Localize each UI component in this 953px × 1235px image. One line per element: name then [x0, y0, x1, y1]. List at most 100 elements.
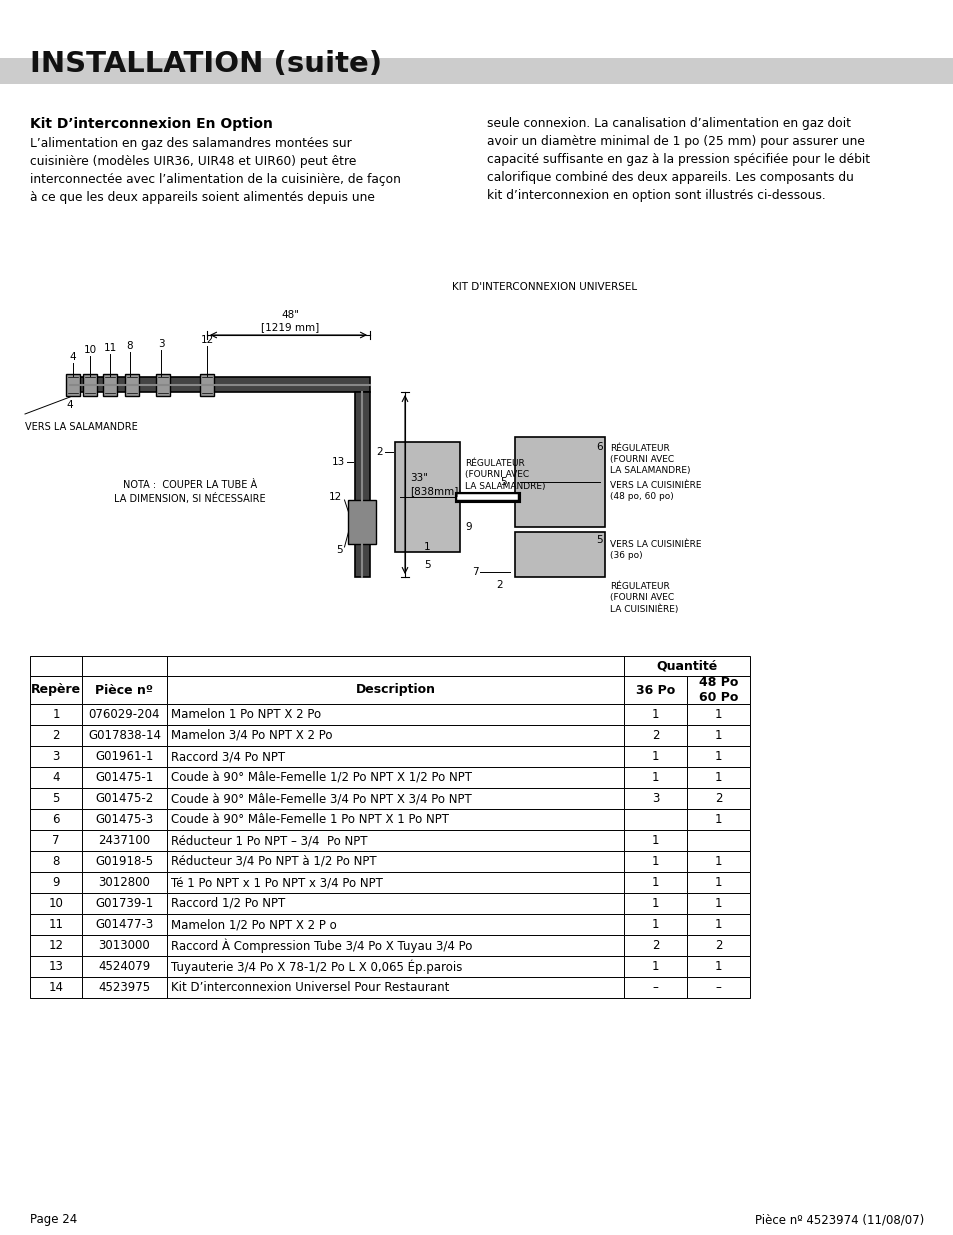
Text: 3012800: 3012800	[98, 876, 151, 889]
FancyBboxPatch shape	[30, 872, 82, 893]
Text: 4: 4	[67, 400, 73, 410]
FancyBboxPatch shape	[686, 788, 749, 809]
Text: Pièce nº: Pièce nº	[95, 683, 153, 697]
FancyBboxPatch shape	[686, 872, 749, 893]
FancyBboxPatch shape	[515, 437, 604, 527]
FancyBboxPatch shape	[686, 851, 749, 872]
FancyBboxPatch shape	[167, 656, 623, 676]
Text: G01477-3: G01477-3	[95, 918, 153, 931]
Text: G01918-5: G01918-5	[95, 855, 153, 868]
FancyBboxPatch shape	[30, 746, 82, 767]
FancyBboxPatch shape	[623, 830, 686, 851]
FancyBboxPatch shape	[82, 676, 167, 704]
FancyBboxPatch shape	[623, 656, 749, 676]
FancyBboxPatch shape	[355, 391, 370, 577]
FancyBboxPatch shape	[167, 935, 623, 956]
Text: Coude à 90° Mâle-Femelle 1/2 Po NPT X 1/2 Po NPT: Coude à 90° Mâle-Femelle 1/2 Po NPT X 1/…	[171, 771, 472, 784]
FancyBboxPatch shape	[66, 373, 80, 395]
FancyBboxPatch shape	[30, 704, 82, 725]
Text: 4524079: 4524079	[98, 960, 151, 973]
Text: 9: 9	[52, 876, 60, 889]
FancyBboxPatch shape	[82, 914, 167, 935]
FancyBboxPatch shape	[623, 809, 686, 830]
Text: 6: 6	[596, 442, 602, 452]
FancyBboxPatch shape	[623, 725, 686, 746]
Text: 10: 10	[49, 897, 63, 910]
Text: 13: 13	[49, 960, 63, 973]
Text: 9: 9	[464, 522, 471, 532]
Text: 1: 1	[651, 876, 659, 889]
Text: 1: 1	[424, 542, 431, 552]
Text: RÉGULATEUR
(FOURNI AVEC
LA SALAMANDRE): RÉGULATEUR (FOURNI AVEC LA SALAMANDRE)	[609, 443, 690, 475]
FancyBboxPatch shape	[30, 893, 82, 914]
Text: 2437100: 2437100	[98, 834, 151, 847]
FancyBboxPatch shape	[167, 676, 623, 704]
FancyBboxPatch shape	[82, 977, 167, 998]
Text: 1: 1	[52, 708, 60, 721]
Text: 076029-204: 076029-204	[89, 708, 160, 721]
Text: 3: 3	[651, 792, 659, 805]
Text: 11: 11	[49, 918, 64, 931]
Text: 1: 1	[714, 876, 721, 889]
Text: 2: 2	[714, 939, 721, 952]
Text: 2: 2	[497, 580, 503, 590]
FancyBboxPatch shape	[686, 704, 749, 725]
Text: Mamelon 3/4 Po NPT X 2 Po: Mamelon 3/4 Po NPT X 2 Po	[171, 729, 333, 742]
Text: 5: 5	[596, 535, 602, 545]
FancyBboxPatch shape	[623, 872, 686, 893]
FancyBboxPatch shape	[686, 977, 749, 998]
Text: 1: 1	[651, 918, 659, 931]
Text: 1: 1	[714, 918, 721, 931]
Text: 2: 2	[651, 939, 659, 952]
Text: 12: 12	[49, 939, 64, 952]
FancyBboxPatch shape	[167, 746, 623, 767]
FancyBboxPatch shape	[82, 788, 167, 809]
Text: Kit D’interconnexion En Option: Kit D’interconnexion En Option	[30, 117, 273, 131]
Text: L’alimentation en gaz des salamandres montées sur
cuisinière (modèles UIR36, UIR: L’alimentation en gaz des salamandres mo…	[30, 137, 400, 204]
Text: Tuyauterie 3/4 Po X 78-1/2 Po L X 0,065 Ép.parois: Tuyauterie 3/4 Po X 78-1/2 Po L X 0,065 …	[171, 960, 462, 973]
Text: 12: 12	[200, 335, 213, 345]
FancyBboxPatch shape	[70, 377, 370, 391]
Text: 1: 1	[714, 750, 721, 763]
Text: Raccord 1/2 Po NPT: Raccord 1/2 Po NPT	[171, 897, 285, 910]
Text: –: –	[715, 981, 720, 994]
Text: 2: 2	[714, 792, 721, 805]
Text: 1: 1	[651, 897, 659, 910]
Text: 5: 5	[335, 545, 342, 555]
Text: 48"
[1219 mm]: 48" [1219 mm]	[260, 310, 319, 332]
FancyBboxPatch shape	[623, 676, 686, 704]
FancyBboxPatch shape	[82, 767, 167, 788]
FancyBboxPatch shape	[686, 725, 749, 746]
FancyBboxPatch shape	[623, 935, 686, 956]
Text: RÉGULATEUR
(FOURNI AVEC
LA CUISINIÈRE): RÉGULATEUR (FOURNI AVEC LA CUISINIÈRE)	[609, 582, 678, 614]
FancyBboxPatch shape	[30, 767, 82, 788]
FancyBboxPatch shape	[623, 767, 686, 788]
FancyBboxPatch shape	[623, 851, 686, 872]
Text: 5: 5	[424, 559, 431, 571]
Text: 4: 4	[52, 771, 60, 784]
FancyBboxPatch shape	[82, 893, 167, 914]
Text: –: –	[652, 981, 658, 994]
FancyBboxPatch shape	[167, 809, 623, 830]
FancyBboxPatch shape	[167, 788, 623, 809]
FancyBboxPatch shape	[686, 809, 749, 830]
FancyBboxPatch shape	[30, 935, 82, 956]
Text: 14: 14	[49, 981, 64, 994]
Text: 1: 1	[651, 750, 659, 763]
Text: 2: 2	[52, 729, 60, 742]
Text: 2: 2	[651, 729, 659, 742]
FancyBboxPatch shape	[686, 935, 749, 956]
Text: Réducteur 1 Po NPT – 3/4  Po NPT: Réducteur 1 Po NPT – 3/4 Po NPT	[171, 834, 367, 847]
FancyBboxPatch shape	[30, 956, 82, 977]
FancyBboxPatch shape	[82, 746, 167, 767]
Text: 1: 1	[714, 813, 721, 826]
Text: VERS LA SALAMANDRE: VERS LA SALAMANDRE	[25, 422, 137, 432]
Text: Raccord 3/4 Po NPT: Raccord 3/4 Po NPT	[171, 750, 285, 763]
FancyBboxPatch shape	[395, 442, 459, 552]
Text: 7: 7	[52, 834, 60, 847]
Text: G01475-1: G01475-1	[95, 771, 153, 784]
Text: Repère: Repère	[30, 683, 81, 697]
FancyBboxPatch shape	[167, 914, 623, 935]
Text: Coude à 90° Mâle-Femelle 3/4 Po NPT X 3/4 Po NPT: Coude à 90° Mâle-Femelle 3/4 Po NPT X 3/…	[171, 792, 471, 805]
FancyBboxPatch shape	[82, 656, 167, 676]
